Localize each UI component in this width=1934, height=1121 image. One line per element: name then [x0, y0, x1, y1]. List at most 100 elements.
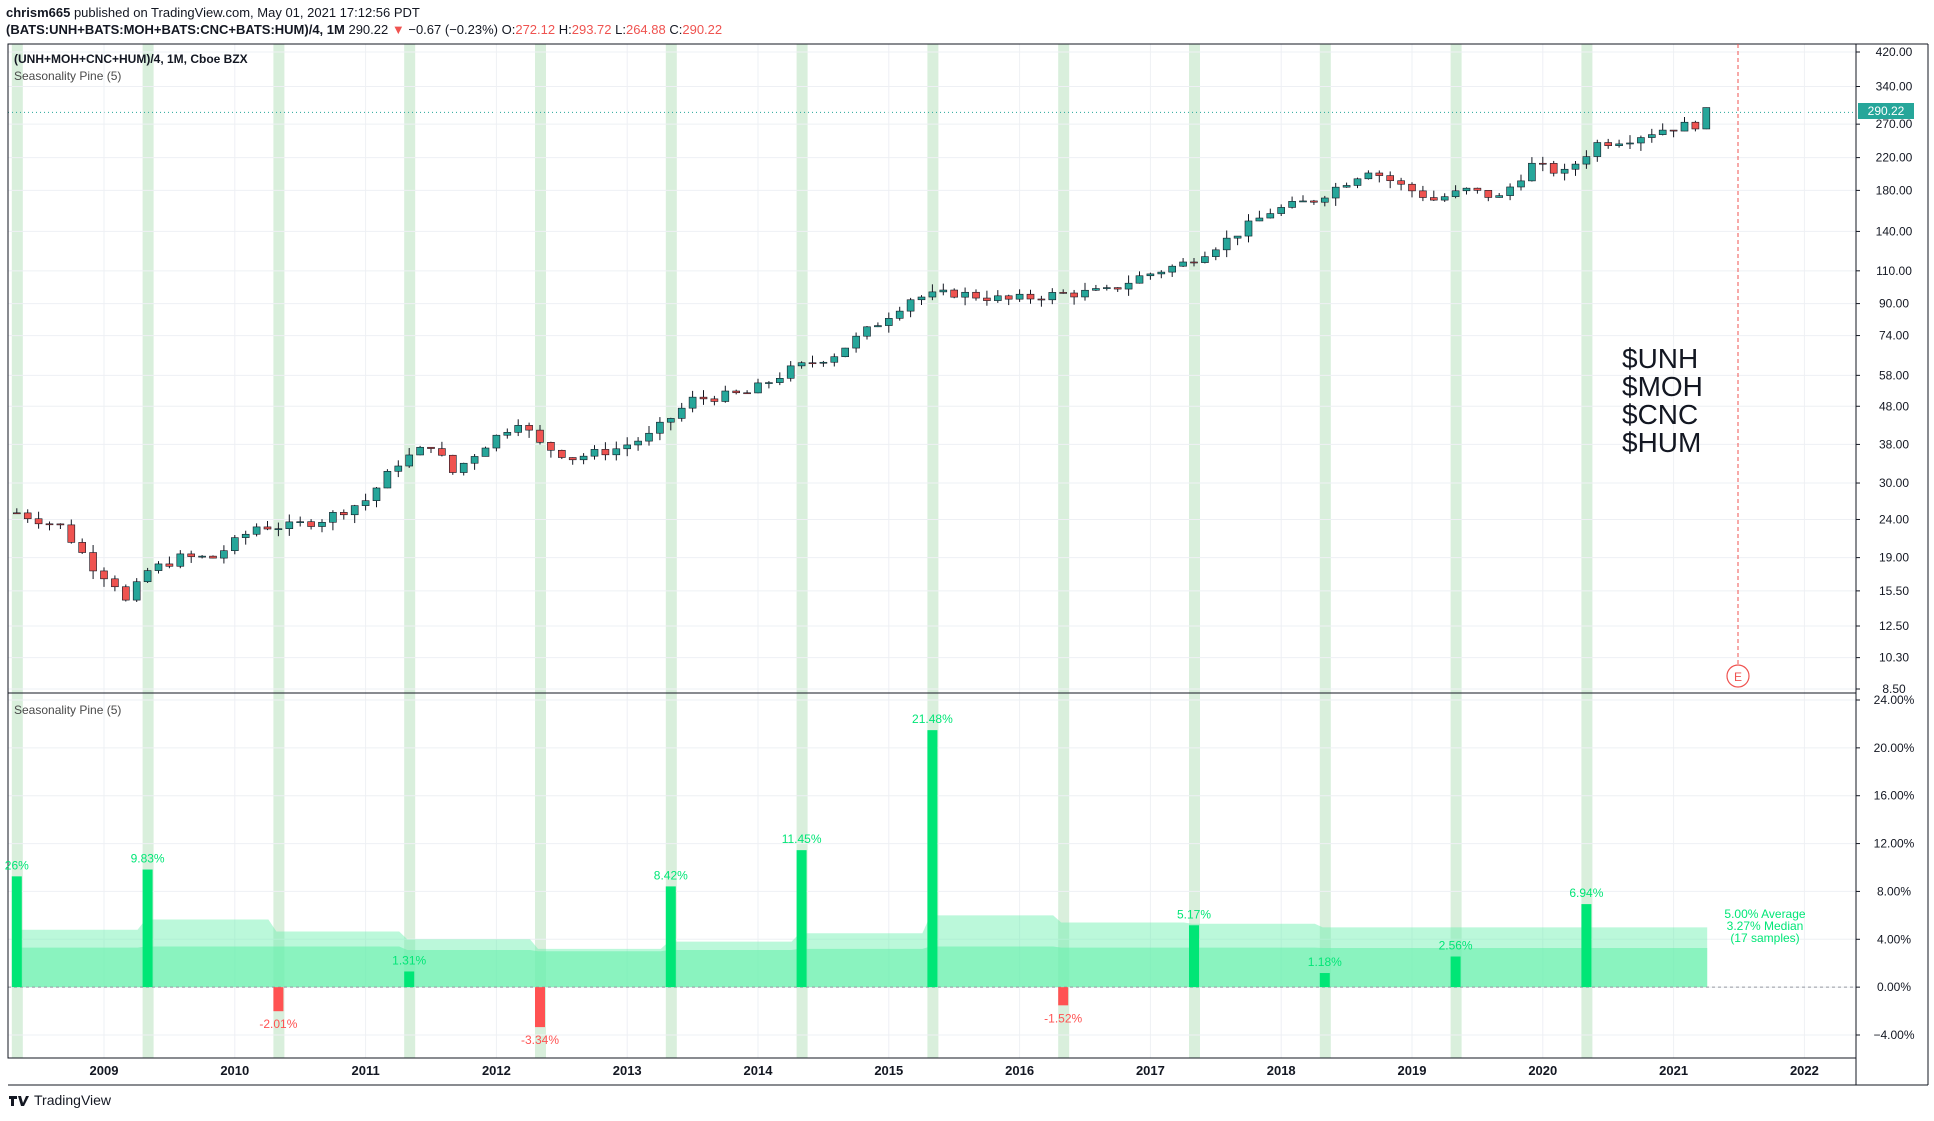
candle: [1331, 182, 1340, 206]
candle: [481, 446, 490, 457]
seasonality-bar: [1189, 925, 1199, 988]
candle-body: [1048, 292, 1057, 301]
candle-body: [1571, 163, 1580, 170]
candle-body: [677, 407, 686, 419]
candle: [1190, 258, 1198, 267]
candle-body: [830, 356, 839, 363]
footer-brand[interactable]: TradingView: [34, 1092, 112, 1108]
seasonal-band: [142, 44, 154, 1058]
candle: [318, 519, 326, 533]
candle: [198, 555, 206, 559]
candle-body: [122, 586, 130, 601]
candle-body: [983, 297, 991, 301]
candle: [296, 516, 305, 527]
candle-body: [961, 291, 969, 298]
study-legend: Seasonality Pine (5): [14, 69, 121, 83]
candle-body: [263, 526, 272, 530]
low-label: L:: [615, 22, 626, 37]
candle: [176, 550, 185, 569]
seasonal-band: [665, 44, 677, 1058]
candle-body: [1092, 288, 1100, 291]
summary-median: 3.27% Median: [1727, 919, 1804, 933]
candle: [23, 509, 32, 523]
candle: [1103, 284, 1111, 291]
candle-body: [1419, 190, 1427, 198]
candle-body: [743, 392, 751, 395]
price-pane-grid: [8, 51, 1856, 690]
candle-body: [1321, 197, 1329, 203]
candle-body: [547, 442, 555, 451]
candle-body: [1353, 178, 1362, 186]
candle-body: [296, 521, 305, 523]
candle-body: [808, 362, 817, 365]
candle: [1092, 284, 1100, 291]
candle: [1364, 170, 1373, 180]
candle-body: [187, 553, 195, 557]
candle-body: [372, 487, 381, 501]
candle: [579, 453, 588, 465]
time-tick-label: 2009: [90, 1063, 119, 1078]
candle-body: [1637, 137, 1645, 144]
candle-body: [89, 552, 97, 572]
candle-body: [1506, 186, 1514, 196]
candle-body: [1582, 156, 1591, 165]
candle: [1222, 230, 1231, 258]
candle-body: [1255, 217, 1264, 222]
candle-body: [1004, 295, 1013, 300]
candle: [416, 445, 424, 456]
candle: [568, 457, 577, 465]
candle: [100, 567, 108, 587]
candle-body: [1059, 292, 1067, 294]
seasonal-band: [273, 44, 285, 1058]
candle-body: [1081, 289, 1089, 298]
candle-body: [699, 396, 708, 400]
time-tick-label: 2016: [1005, 1063, 1034, 1078]
candle-body: [1201, 256, 1209, 263]
price-tick-label: 180.00: [1876, 183, 1913, 197]
candle: [56, 523, 65, 530]
candle: [329, 510, 337, 531]
candle-body: [1179, 261, 1187, 267]
candle: [906, 297, 915, 318]
seasonality-bar: [535, 987, 545, 1028]
candle: [78, 538, 86, 554]
seasonal-month-bands: [11, 44, 1593, 1058]
candle: [1560, 163, 1569, 181]
seasonality-bar: [927, 730, 938, 988]
bar-value-label: 5.17%: [1177, 907, 1211, 921]
seasonality-bar: [404, 971, 415, 988]
seasonality-bar: [1581, 904, 1592, 988]
candle: [612, 441, 621, 461]
candle: [1048, 288, 1057, 305]
candle: [536, 424, 544, 445]
candle: [895, 306, 904, 321]
earnings-marker[interactable]: [1726, 664, 1750, 688]
candle-body: [154, 563, 163, 571]
candle: [394, 460, 403, 478]
last-price-label: 290.22: [1868, 104, 1905, 118]
time-tick-label: 2013: [613, 1063, 642, 1078]
candle-body: [993, 295, 1002, 301]
candle: [372, 486, 381, 508]
time-tick-label: 2019: [1398, 1063, 1427, 1078]
candle-body: [819, 361, 828, 364]
candle: [1288, 196, 1296, 209]
candle-body: [1157, 271, 1166, 275]
candle-body: [645, 432, 653, 442]
candle-body: [928, 291, 937, 298]
seasonal-band: [1581, 44, 1593, 1058]
seasonality-bar: [1450, 956, 1461, 988]
candle: [383, 469, 392, 489]
candle-body: [1190, 261, 1198, 264]
bar-value-label: 6.94%: [1569, 886, 1603, 900]
bar-value-label: 21.48%: [912, 712, 953, 726]
candle: [187, 550, 195, 563]
candle-body: [797, 362, 806, 367]
candle-body: [383, 470, 392, 489]
candle: [154, 561, 163, 574]
candle: [1124, 275, 1133, 296]
author[interactable]: chrism665: [6, 5, 71, 20]
candle: [1342, 182, 1351, 188]
candle-body: [427, 446, 435, 449]
candle-body: [1342, 185, 1351, 188]
